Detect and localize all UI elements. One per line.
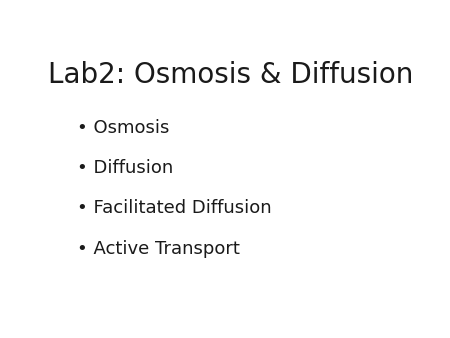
- Text: • Active Transport: • Active Transport: [77, 240, 240, 258]
- Text: • Facilitated Diffusion: • Facilitated Diffusion: [77, 199, 272, 217]
- Text: • Diffusion: • Diffusion: [77, 159, 173, 177]
- Text: Lab2: Osmosis & Diffusion: Lab2: Osmosis & Diffusion: [48, 62, 413, 89]
- Text: • Osmosis: • Osmosis: [77, 119, 170, 137]
